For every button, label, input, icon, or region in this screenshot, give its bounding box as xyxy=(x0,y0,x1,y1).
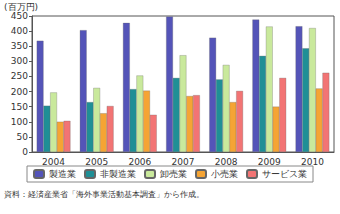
svg-text:製造業: 製造業 xyxy=(49,169,76,179)
svg-text:2004: 2004 xyxy=(42,157,65,167)
svg-text:2009: 2009 xyxy=(258,157,281,167)
svg-text:卸売業: 卸売業 xyxy=(160,169,187,179)
svg-text:2007: 2007 xyxy=(172,157,195,167)
svg-text:サービス業: サービス業 xyxy=(262,169,307,179)
svg-text:(百万円): (百万円) xyxy=(4,2,38,12)
svg-text:100: 100 xyxy=(11,117,28,127)
svg-text:150: 150 xyxy=(11,102,28,112)
svg-text:450: 450 xyxy=(11,11,28,21)
svg-text:非製造業: 非製造業 xyxy=(100,169,136,179)
svg-text:小売業: 小売業 xyxy=(211,169,238,179)
svg-text:2010: 2010 xyxy=(301,157,324,167)
svg-text:300: 300 xyxy=(11,56,28,66)
svg-text:0: 0 xyxy=(22,147,28,157)
svg-text:2006: 2006 xyxy=(128,157,151,167)
svg-text:350: 350 xyxy=(11,41,28,51)
svg-text:2005: 2005 xyxy=(85,157,108,167)
svg-text:250: 250 xyxy=(11,71,28,81)
svg-text:資料：経済産業省「海外事業活動基本調査」から作成。: 資料：経済産業省「海外事業活動基本調査」から作成。 xyxy=(4,190,204,199)
svg-text:400: 400 xyxy=(11,26,28,36)
svg-text:2008: 2008 xyxy=(215,157,238,167)
svg-text:50: 50 xyxy=(17,132,29,142)
svg-text:200: 200 xyxy=(11,87,28,97)
